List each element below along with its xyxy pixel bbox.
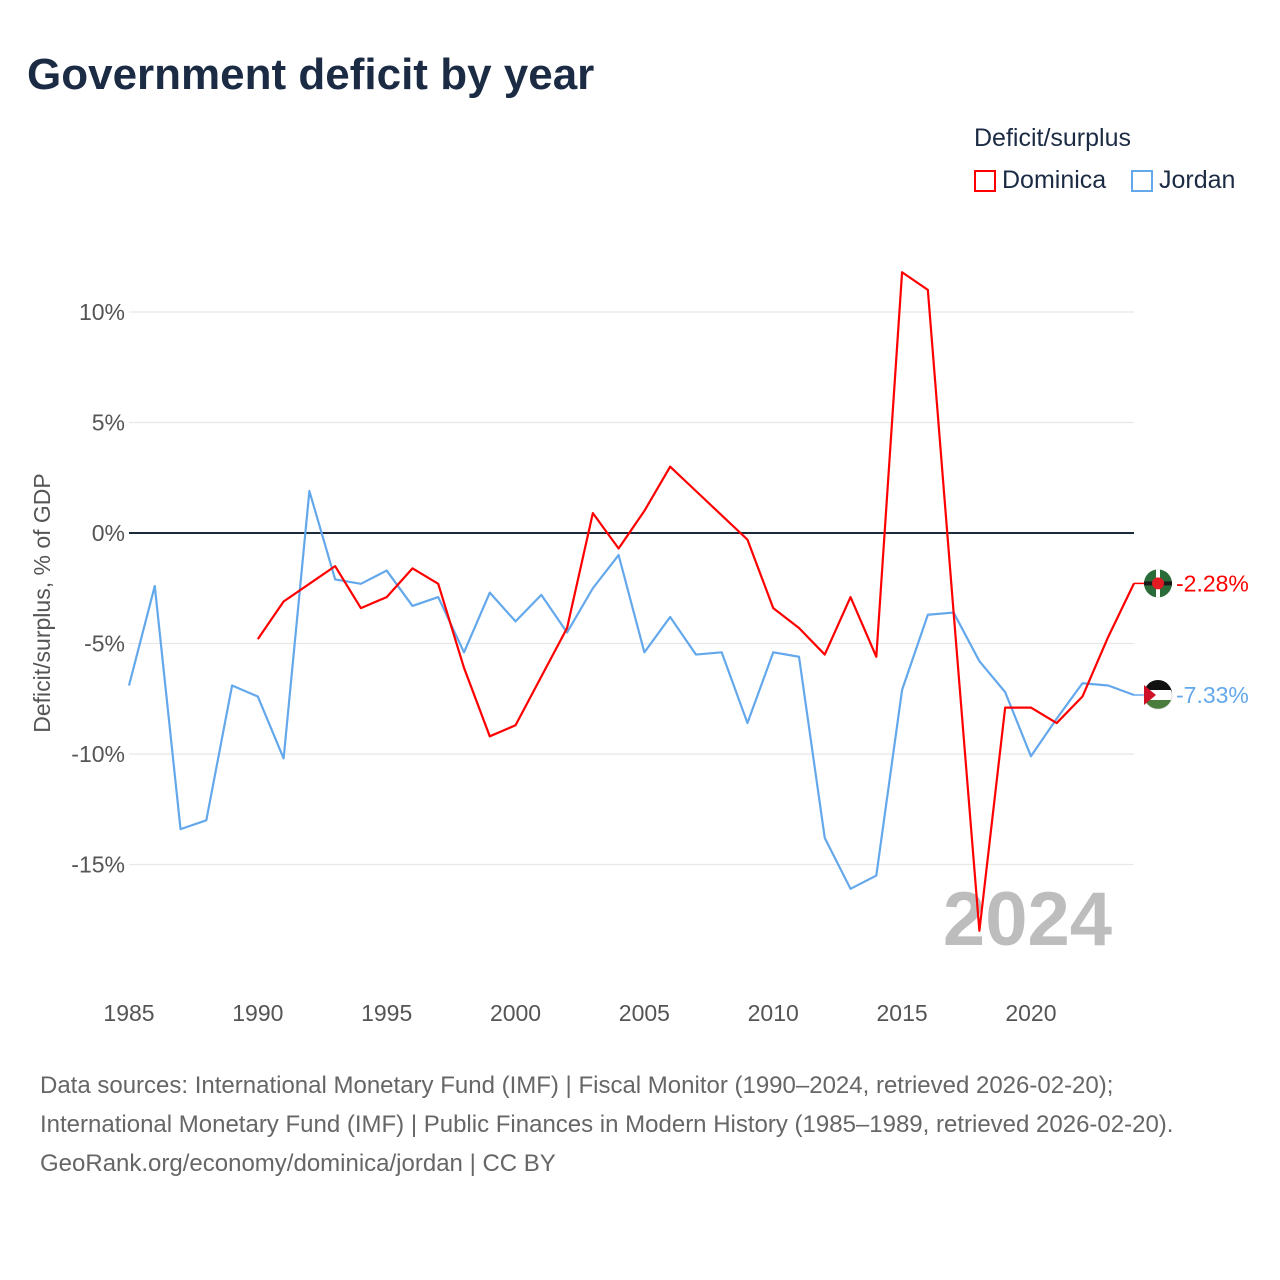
x-tick-label: 1995 xyxy=(361,1000,412,1026)
data-sources: Data sources: International Monetary Fun… xyxy=(40,1072,1174,1138)
y-tick-label: 10% xyxy=(79,299,125,325)
legend-label: Jordan xyxy=(1159,166,1236,194)
x-tick-label: 2010 xyxy=(748,1000,799,1026)
legend-item-dominica[interactable]: Dominica xyxy=(974,166,1106,195)
legend-item-jordan[interactable]: Jordan xyxy=(1131,166,1235,195)
legend-swatch xyxy=(1131,169,1153,192)
y-tick-label: 5% xyxy=(92,410,125,436)
end-value-label: -7.33% xyxy=(1176,682,1249,708)
y-axis-label: Deficit/surplus, % of GDP xyxy=(29,473,55,732)
x-tick-label: 1985 xyxy=(103,1000,154,1026)
y-tick-label: 0% xyxy=(92,520,125,546)
x-tick-label: 2020 xyxy=(1005,1000,1056,1026)
series-line-jordan xyxy=(127,489,1135,890)
legend-label: Dominica xyxy=(1002,166,1107,194)
flag-triangle xyxy=(1144,684,1156,705)
flag-disc xyxy=(1152,577,1164,590)
chart-title: Government deficit by year xyxy=(27,50,595,99)
y-tick-label: -10% xyxy=(71,741,125,767)
footer: Data sources: International Monetary Fun… xyxy=(40,1066,1240,1183)
x-tick-label: 2005 xyxy=(619,1000,670,1026)
series-line-dominica xyxy=(256,271,1135,932)
flag-stripe xyxy=(1145,699,1171,709)
end-value-label: -2.28% xyxy=(1176,570,1249,596)
plot-area: 2024 10% 5% 0% -5% -10% -15% 1985 1990 1995 2000 20… xyxy=(29,271,1249,1026)
y-tick-label: -5% xyxy=(84,631,125,657)
year-watermark: 2024 xyxy=(943,877,1112,962)
credit-link[interactable]: GeoRank.org/economy/dominica/jordan | CC… xyxy=(40,1150,556,1177)
x-tick-label: 1990 xyxy=(232,1000,283,1026)
flag-stripe xyxy=(1144,679,1172,694)
x-tick-label: 2015 xyxy=(876,1000,927,1026)
y-tick-label: -15% xyxy=(71,852,125,878)
x-tick-label: 2000 xyxy=(490,1000,541,1026)
legend-title: Deficit/surplus xyxy=(974,124,1131,152)
legend-swatch xyxy=(974,169,996,192)
